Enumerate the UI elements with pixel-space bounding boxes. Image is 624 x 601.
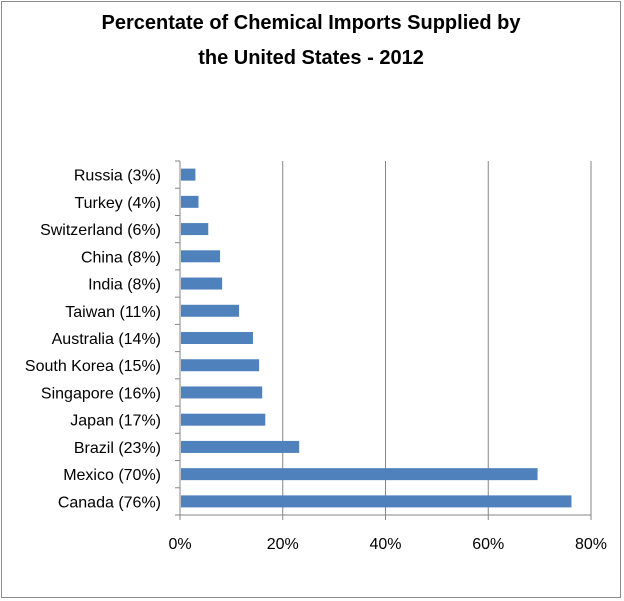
bar xyxy=(181,468,538,481)
bar xyxy=(181,359,260,372)
category-label: Turkey (4%) xyxy=(74,195,161,212)
chart-title: Percentate of Chemical Imports Supplied … xyxy=(0,6,622,76)
gridlines xyxy=(282,161,592,515)
category-label: Russia (3%) xyxy=(74,168,161,185)
x-tick-label: 0% xyxy=(168,536,191,553)
bars xyxy=(181,168,572,508)
category-label: Japan (17%) xyxy=(70,413,161,430)
category-label: Brazil (23%) xyxy=(74,440,161,457)
category-label: Mexico (70%) xyxy=(63,467,161,484)
category-label: Singapore (16%) xyxy=(41,385,161,402)
chart-title-line-1: Percentate of Chemical Imports Supplied … xyxy=(101,12,521,34)
bar xyxy=(181,304,240,317)
bar xyxy=(181,195,199,208)
bar xyxy=(181,223,209,236)
category-label: Switzerland (6%) xyxy=(40,222,161,239)
bar xyxy=(181,386,263,399)
bar xyxy=(181,495,572,508)
category-label: India (8%) xyxy=(88,277,161,294)
bar xyxy=(181,413,266,426)
bar xyxy=(181,250,221,263)
x-tick-label: 20% xyxy=(267,536,299,553)
category-label: South Korea (15%) xyxy=(25,358,161,375)
category-label: China (8%) xyxy=(81,249,161,266)
x-tick-label: 60% xyxy=(472,536,504,553)
bar xyxy=(181,440,300,453)
category-label: Taiwan (11%) xyxy=(65,304,161,321)
bar xyxy=(181,168,196,181)
category-label: Australia (14%) xyxy=(52,331,161,348)
bar xyxy=(181,277,223,290)
labels: 0% 20% 40% 60% 80% Russia (3%) Turkey (4%) Swit… xyxy=(25,168,607,553)
category-label: Canada (76%) xyxy=(58,494,161,511)
x-tick-label: 40% xyxy=(369,536,401,553)
chart-title-line-2: the United States - 2012 xyxy=(198,47,424,69)
x-tick-label: 80% xyxy=(575,536,607,553)
bar xyxy=(181,332,253,344)
axes xyxy=(175,160,592,520)
